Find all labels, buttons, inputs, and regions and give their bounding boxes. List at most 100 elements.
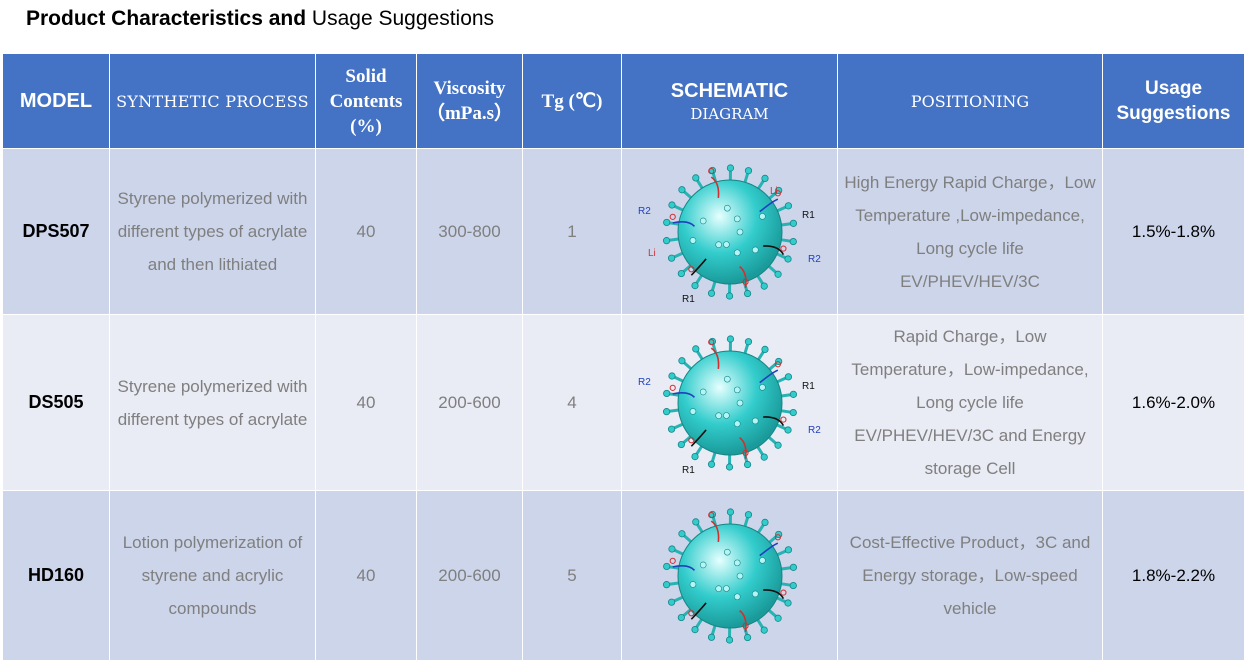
spike-tip [784,372,792,380]
spike-tip [784,545,792,553]
cell-tg: 5 [522,490,622,661]
inner-bead [714,240,722,248]
cell-solid: 40 [315,148,417,315]
polymer-chain [690,257,707,276]
polymer-chain [690,601,707,620]
spike-tip [662,389,670,397]
spike-tip [743,460,751,468]
spike-tip [744,510,752,518]
inner-bead [714,584,722,592]
cell-tg: 1 [522,148,622,315]
spike-tip [744,166,752,174]
title-bold-part: Product Characteristics and [26,7,307,30]
polymer-sphere-diagram: R2 R1 R2 R1 [638,334,821,476]
inner-bead [723,204,731,211]
carbonyl-o [741,622,749,629]
polymer-chain [672,220,695,227]
diagram-label: R1 [682,465,695,476]
spike-tip [662,236,670,244]
spike-tip [760,518,769,526]
spike-tip [677,529,686,537]
polymer-chain [762,588,784,599]
header-solid: Solid Contents (%) [315,53,417,149]
cell-usage: 1.5%-1.8% [1102,148,1245,315]
spike-tip [677,613,685,621]
inner-bead [733,248,741,256]
inner-bead [758,212,766,220]
inner-bead [736,572,743,579]
inner-bead [699,388,707,395]
spike-tip [743,289,751,297]
header-usage: Usage Suggestions [1102,53,1245,149]
spike-tip [725,635,733,644]
spike-tip [726,163,734,172]
inner-bead [722,240,730,248]
product-table: MODEL SYNTHETIC PROCESS Solid Contents (… [2,53,1245,661]
spike-tip [691,517,699,526]
spike-tip [789,408,797,416]
inner-bead [723,548,731,555]
spike-tip [667,544,676,553]
polymer-sphere-diagram [662,507,797,644]
spike-tip [667,425,675,433]
carbonyl-o [741,449,749,456]
diagram-label: R2 [808,254,821,265]
spike-tip [691,344,699,353]
diagram-label: R2 [638,377,651,388]
carbonyl-o [707,338,714,345]
diagram-label: Li [770,186,778,197]
cell-model: DS505 [2,314,110,491]
cell-usage: 1.6%-2.0% [1102,314,1245,491]
spike-tip [662,218,670,226]
spike-tip [667,598,675,606]
spike-tip [690,281,699,289]
diagram-label: R1 [802,381,815,392]
cell-positioning: Cost-Effective Product，3C and Energy sto… [837,490,1103,661]
spike-tip [744,337,752,345]
title-regular-part: Usage Suggestions [306,7,495,30]
spike-tip [707,460,715,468]
sphere [677,523,782,628]
cell-model: HD160 [2,490,110,661]
spike-tip [783,598,792,607]
inner-bead [733,386,741,393]
carbonyl-o [669,384,676,391]
spike-tip [662,580,670,588]
spike-tip [726,334,734,343]
polymer-chain [758,368,778,383]
cell-positioning: Rapid Charge，Low Temperature，Low-impedan… [837,314,1103,491]
polymer-chain [672,564,695,571]
spike-tip [677,440,685,448]
cell-positioning: High Energy Rapid Charge，Low Temperature… [837,148,1103,315]
header-model: MODEL [2,53,110,149]
spike-tip [667,371,676,380]
carbonyl-o [669,213,676,220]
carbonyl-o [774,360,781,367]
carbonyl-o [669,557,676,564]
header-tg: Tg (℃) [522,53,622,149]
polymer-chain [710,346,719,369]
cell-process: Lotion polymerization of styrene and acr… [109,490,316,661]
table-row: HD160 Lotion polymerization of styrene a… [2,490,1245,661]
polymer-chain [738,265,747,288]
inner-bead [722,411,730,419]
carbonyl-o [687,265,694,272]
spike-tip [783,254,792,263]
diagram-label: Li [648,248,656,259]
table-row: DPS507 Styrene polymerized with differen… [2,148,1245,315]
spike-tip [783,425,792,434]
inner-bead [699,217,707,224]
carbonyl-o [741,278,749,285]
spike-tip [725,291,733,300]
inner-bead [736,228,743,235]
inner-bead [733,419,741,427]
spike-tip [667,254,675,262]
polymer-sphere-diagram: R2 R1 R2 R1 Li Li [638,163,821,305]
spike-tip [773,270,782,278]
polymer-chain [758,541,778,556]
spike-tip [707,289,715,297]
carbonyl-o [779,244,787,252]
carbonyl-o [707,167,714,174]
spike-tip [789,237,797,245]
spike-tip [667,200,676,209]
